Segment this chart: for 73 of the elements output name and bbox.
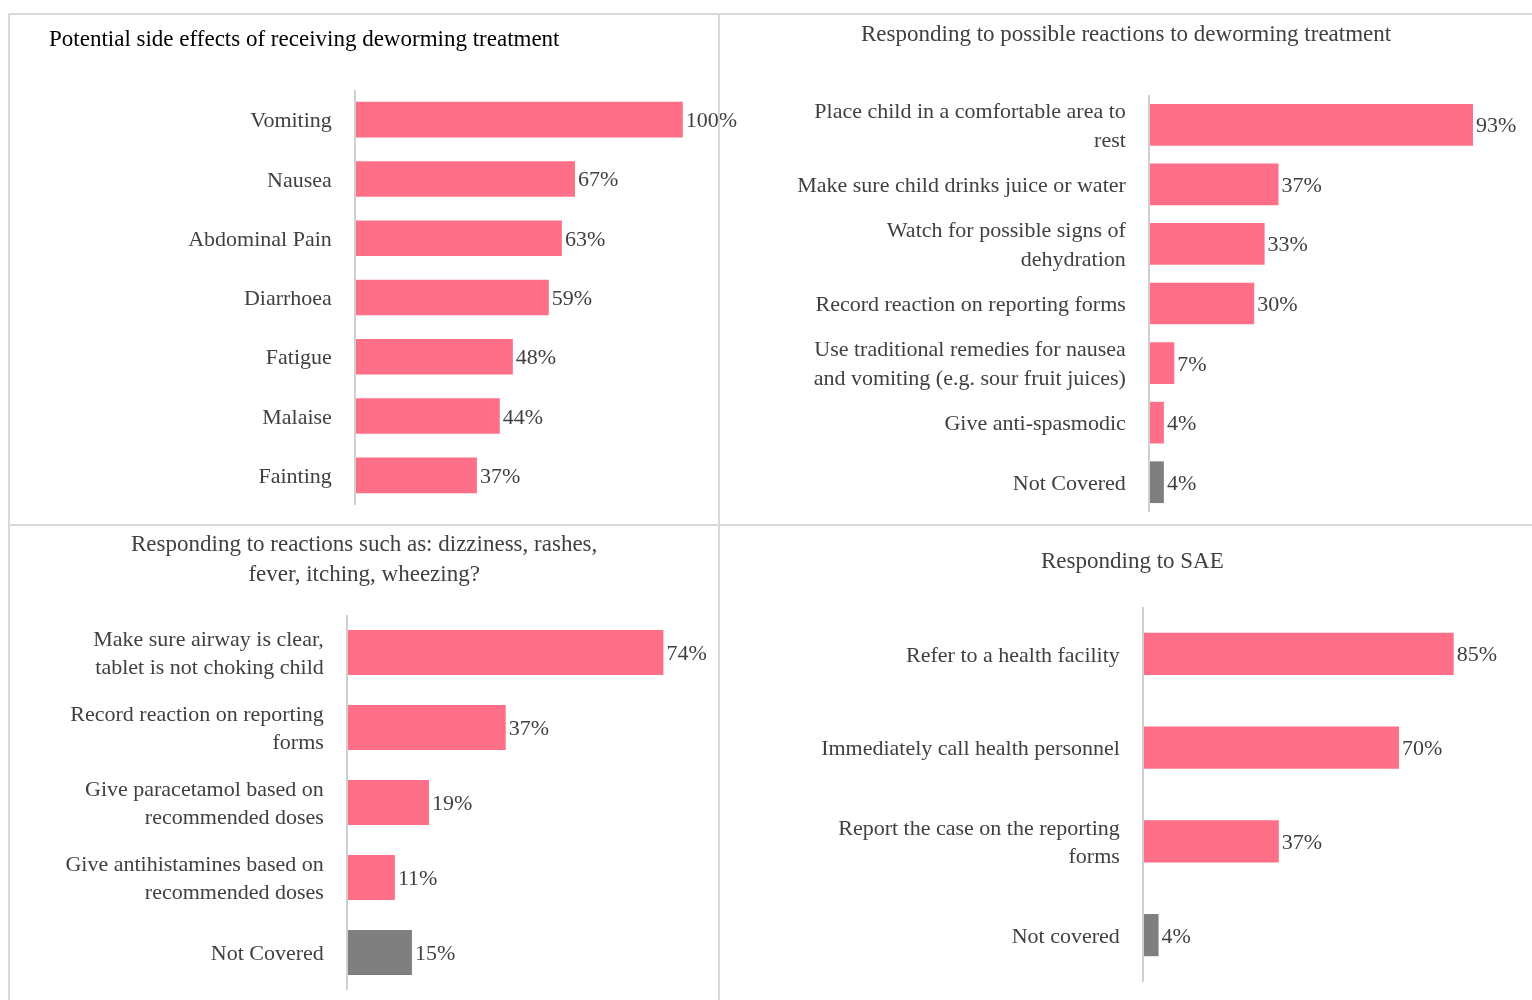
- data-label: 15%: [414, 940, 456, 965]
- bar: [356, 339, 513, 375]
- y-tick-label: Not covered: [1011, 922, 1120, 948]
- data-label: 30%: [1257, 291, 1298, 316]
- data-label: 33%: [1267, 231, 1308, 257]
- data-label: 19%: [431, 790, 473, 815]
- data-label: 4%: [1166, 469, 1197, 495]
- chart-title: Responding to reactions such as: dizziness, rashes, fever, itching, wheezing?: [131, 531, 598, 586]
- bar: [356, 398, 500, 434]
- bar: [1150, 282, 1255, 325]
- y-tick-label: Not Covered: [1012, 469, 1126, 495]
- data-label: 59%: [551, 285, 593, 310]
- y-tick-label: Report the case on the reporting forms: [838, 814, 1120, 869]
- data-label: 48%: [515, 344, 557, 370]
- chart-title: Potential side effects of receiving deworming treatment: [49, 26, 561, 51]
- data-label: 37%: [479, 462, 521, 488]
- y-tick-label: Record reaction on reporting forms: [815, 291, 1126, 317]
- data-label: 74%: [666, 640, 707, 665]
- data-label: 85%: [1456, 641, 1498, 667]
- bar: [348, 630, 664, 675]
- y-tick-label: Make sure airway is clear, tablet is not choking child: [93, 625, 324, 680]
- y-tick-label: Fainting: [258, 463, 332, 489]
- y-tick-label: Place child in a comfortable area to rest: [814, 98, 1126, 152]
- y-tick-label: Diarrhoea: [243, 285, 333, 311]
- y-tick-label: Abdominal Pain: [188, 225, 332, 251]
- bar: [348, 780, 429, 825]
- data-label: 7%: [1177, 350, 1207, 376]
- data-label: 67%: [577, 166, 619, 192]
- bar: [1150, 163, 1279, 206]
- chart-title: Responding to SAE: [1041, 548, 1224, 573]
- data-label: 70%: [1402, 735, 1443, 761]
- bar: [1150, 461, 1164, 504]
- data-label: 4%: [1161, 922, 1191, 948]
- bar: [356, 220, 562, 256]
- y-tick-label: Make sure child drinks juice or water: [797, 172, 1127, 198]
- data-label: 63%: [564, 225, 606, 251]
- y-tick-label: Record reaction on reporting forms: [70, 700, 324, 755]
- y-tick-label: Fatigue: [265, 344, 332, 370]
- data-label: 93%: [1476, 112, 1517, 138]
- y-tick-label: Watch for possible signs of dehydration: [886, 217, 1127, 271]
- y-tick-label: Give antihistamines based on recommended doses: [65, 850, 324, 905]
- chart-title: Responding to possible reactions to deworming treatment: [861, 21, 1392, 46]
- bar: [1150, 401, 1164, 444]
- bar: [1144, 914, 1159, 957]
- data-label: 11%: [397, 865, 438, 890]
- y-tick-label: Give anti-spasmodic: [944, 410, 1127, 436]
- data-label: 37%: [508, 715, 550, 740]
- bar: [1150, 103, 1473, 146]
- y-tick-label: Nausea: [267, 166, 333, 192]
- bar: [356, 101, 683, 138]
- y-tick-label: Use traditional remedies for nausea and vomiting (e.g. sour fruit juices): [813, 336, 1127, 391]
- y-tick-label: Give paracetamol based on recommended doses: [85, 775, 324, 830]
- y-tick-label: Refer to a health facility: [906, 641, 1120, 667]
- bar: [348, 705, 506, 750]
- bar: [356, 457, 477, 494]
- y-tick-label: Malaise: [262, 403, 332, 429]
- y-tick-label: Immediately call health personnel: [821, 735, 1120, 761]
- y-tick-label: Vomiting: [250, 107, 332, 133]
- data-label: 4%: [1166, 410, 1197, 436]
- bar: [1150, 342, 1175, 384]
- bar: [1144, 726, 1400, 769]
- y-tick-label: Not Covered: [210, 940, 324, 966]
- data-label: 37%: [1281, 171, 1322, 197]
- bar: [356, 279, 549, 316]
- bar: [356, 161, 575, 197]
- bar: [1144, 820, 1279, 863]
- data-label: 100%: [685, 107, 738, 133]
- bar: [348, 855, 395, 900]
- data-label: 37%: [1281, 828, 1323, 854]
- bar: [1144, 632, 1454, 675]
- bar: [1150, 223, 1265, 265]
- data-label: 44%: [502, 403, 544, 429]
- bar: [348, 930, 412, 975]
